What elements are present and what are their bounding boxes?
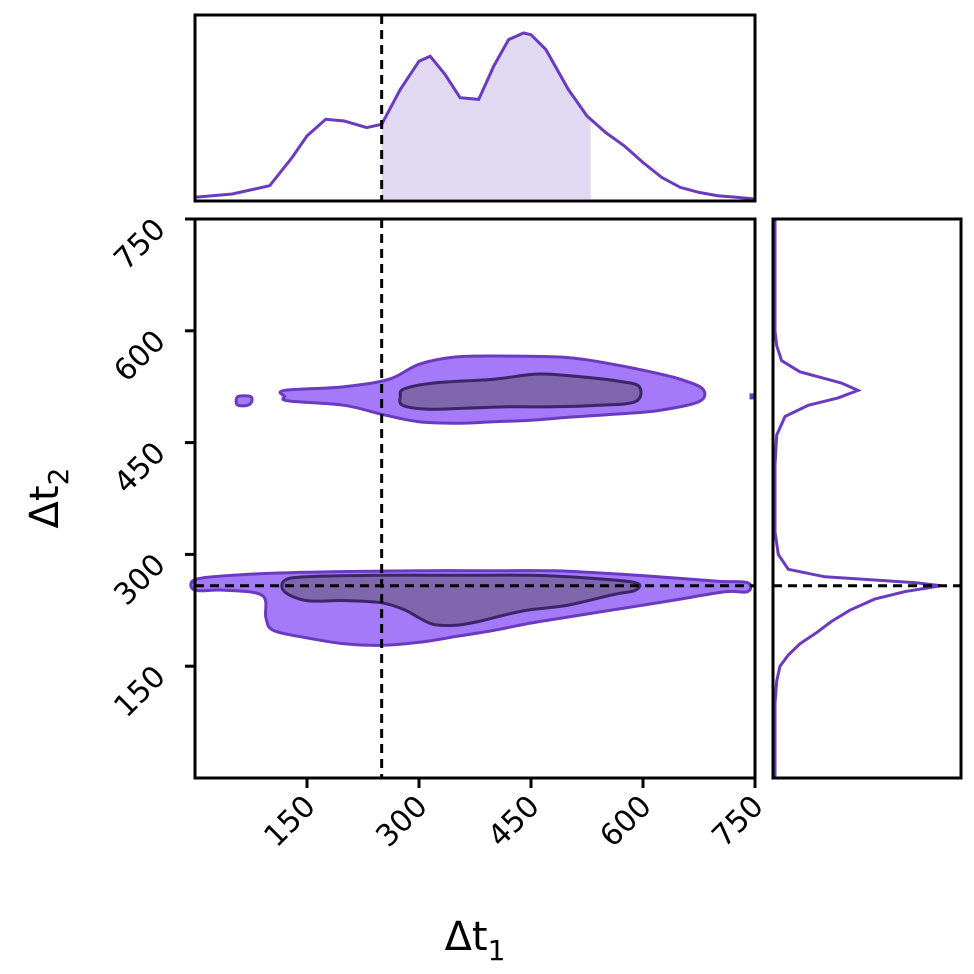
x-tick-label: 300 xyxy=(369,789,434,854)
contour-lower-inner xyxy=(280,573,642,628)
contour-layer xyxy=(189,354,756,647)
y-tick-group: 150 300 450 600 750 xyxy=(107,212,195,724)
x-tick-label: 750 xyxy=(705,789,770,854)
y-tick-label: 600 xyxy=(107,324,172,389)
y-tick-label: 150 xyxy=(107,659,172,724)
top-marginal-panel xyxy=(193,13,757,203)
main-panel: 150 300 450 600 750 150 300 450 600 750 xyxy=(107,212,770,854)
x-tick-label: 450 xyxy=(481,789,546,854)
y-axis-label: Δt2 xyxy=(22,468,75,529)
main-panel-frame xyxy=(193,217,757,780)
top-marginal-density-curve xyxy=(194,31,756,201)
y-tick-label: 300 xyxy=(107,547,172,612)
contour-upper-inner xyxy=(398,372,643,411)
x-tick-group: 150 300 450 600 750 xyxy=(257,778,771,854)
y-tick-label: 750 xyxy=(107,212,172,277)
top-marginal-frame xyxy=(193,13,757,203)
x-tick-label: 600 xyxy=(593,789,658,854)
top-marginal-shaded-interval xyxy=(381,33,591,199)
right-marginal-panel xyxy=(771,217,963,780)
right-marginal-frame xyxy=(771,217,963,780)
y-tick-label: 450 xyxy=(107,436,172,501)
x-tick-label: 150 xyxy=(257,789,322,854)
right-marginal-density-curve xyxy=(773,219,942,778)
x-axis-label: Δt1 xyxy=(445,914,506,967)
contour-upper-island xyxy=(234,394,254,408)
contour-edge-fragment xyxy=(749,393,756,400)
